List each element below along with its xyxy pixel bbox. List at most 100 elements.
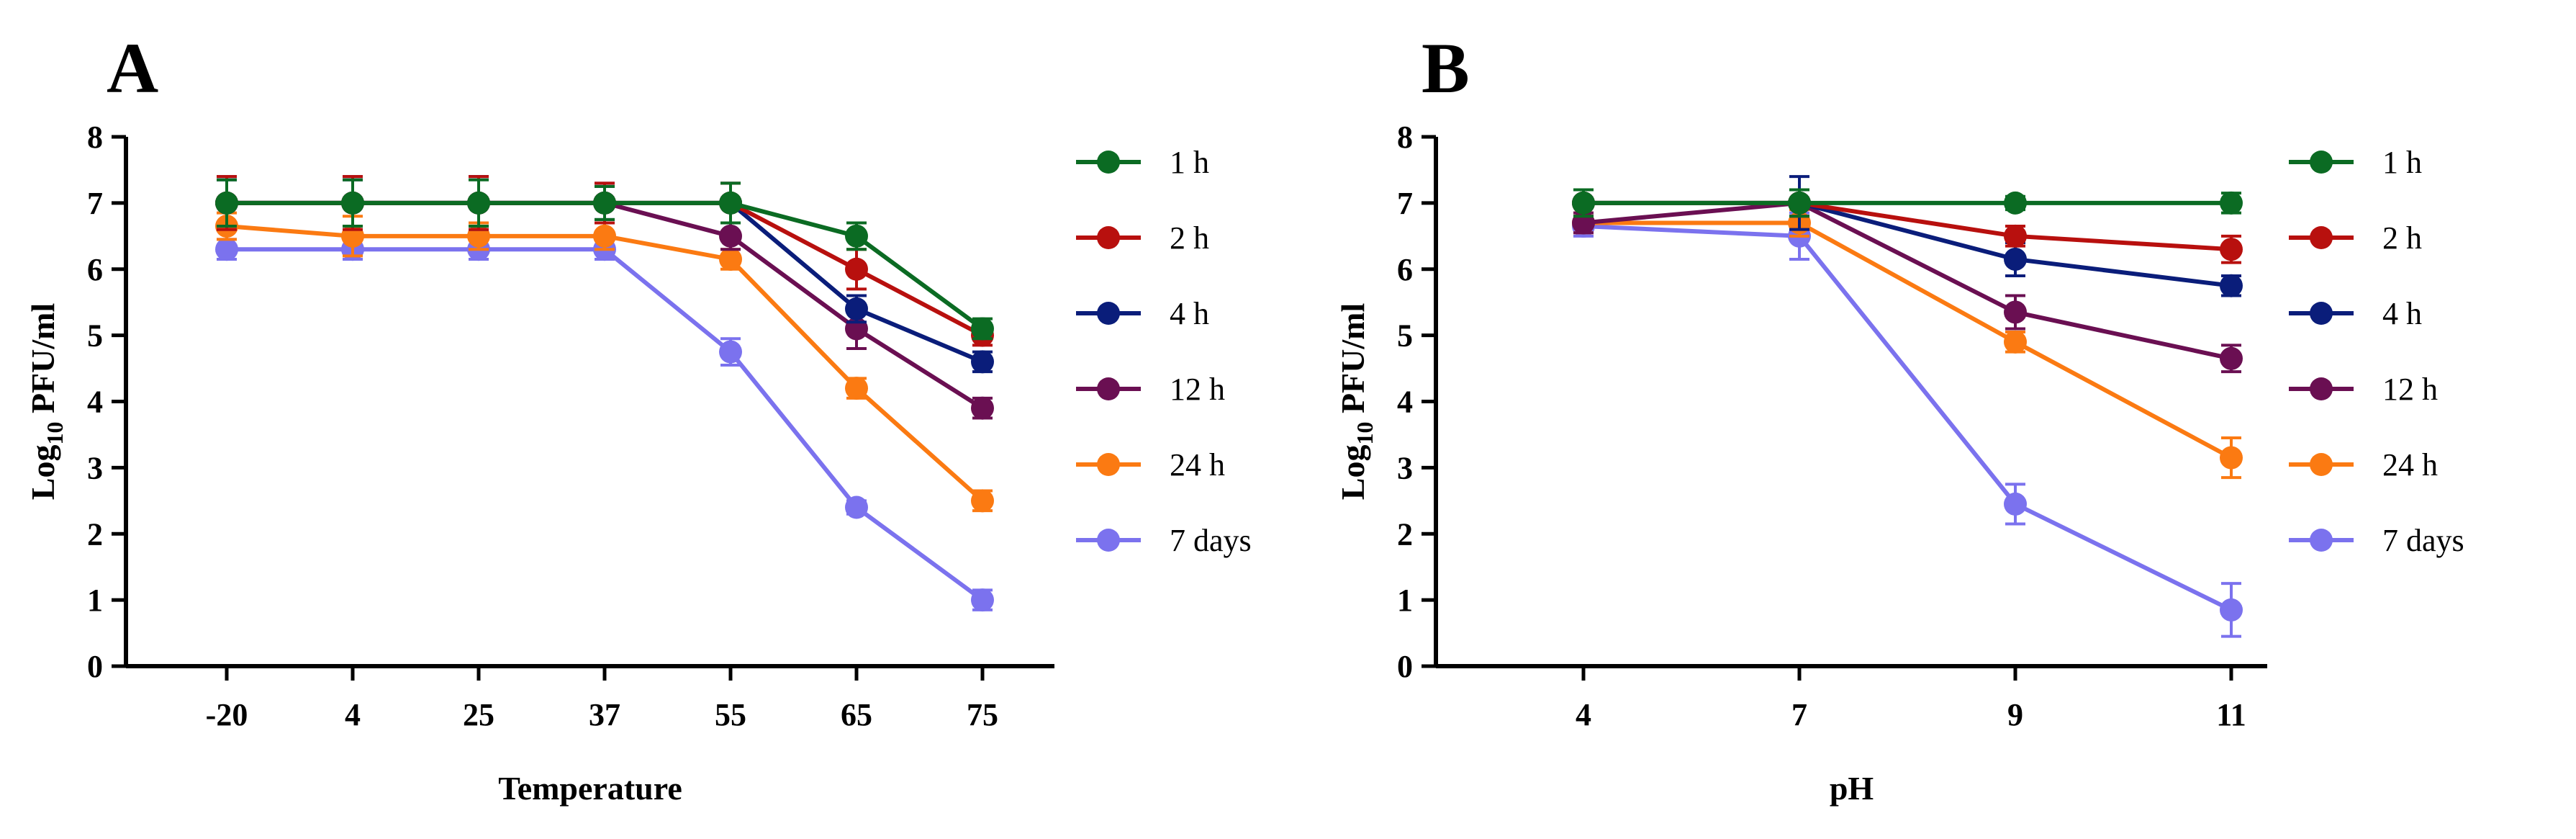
- panel-b-legend-marker: [2310, 302, 2333, 325]
- panel-a-y-tick-label: 0: [87, 649, 103, 684]
- panel-b-series-12-h-point: [2004, 300, 2027, 324]
- panel-b-series-24-h-point: [2004, 330, 2027, 354]
- panel-b-y-axis-title-sub: 10: [1352, 422, 1378, 445]
- panel-b-series-12-h-point: [2220, 346, 2243, 370]
- panel-a-x-tick-label: 55: [715, 697, 746, 732]
- panel-b-y-axis-title: Log10 PFU/ml: [1334, 303, 1378, 500]
- panel-a-series-7-days: [215, 238, 994, 612]
- panel-a-legend-marker: [1097, 377, 1120, 400]
- panel-a-legend-marker: [1097, 529, 1120, 552]
- panel-b-series-4-h: [1572, 175, 2243, 297]
- panel-b-legend-marker: [2310, 151, 2333, 174]
- panel-a-series-24-h-point: [971, 489, 994, 513]
- panel-b-series-4-h-point: [2004, 247, 2027, 271]
- panel-b-legend-marker: [2310, 529, 2333, 552]
- panel-a-y-axis-title-rest: PFU/ml: [24, 303, 61, 422]
- panel-b-series-4-h-point: [2220, 274, 2243, 297]
- panel-a-series-1-h-point: [215, 191, 238, 215]
- panel-b-legend: 1 h 2 h 4 h 12 h 24 h 7 days: [2289, 145, 2464, 558]
- panel-a-legend: 1 h 2 h 4 h 12 h 24 h 7 days: [1076, 145, 1252, 558]
- panel-b-legend-marker: [2310, 453, 2333, 476]
- panel-a-series-7-days-line: [227, 247, 984, 602]
- panel-a-series-1-h: [215, 178, 994, 341]
- panel-b-y-tick-label: 7: [1397, 186, 1413, 221]
- panel-a-legend-marker: [1097, 302, 1120, 325]
- panel-a-legend-marker: [1097, 226, 1120, 249]
- panel-b-series-7-days-line: [1583, 224, 2233, 612]
- panel-a-series-1-h-point: [971, 317, 994, 341]
- panel-b-legend-label: 12 h: [2382, 372, 2438, 407]
- panel-a-x-tick-label: 37: [589, 697, 620, 732]
- panel-b-legend-label: 1 h: [2382, 145, 2422, 180]
- panel-b-y-tick-label: 0: [1397, 649, 1413, 684]
- panel-a-series-7-days-point: [971, 588, 994, 612]
- panel-a-y-tick-label: 5: [87, 318, 103, 354]
- panel-b-x-tick-label: 11: [2216, 697, 2246, 732]
- panel-b-y-tick-label: 6: [1397, 252, 1413, 287]
- panel-a-x-tick-label: 75: [967, 697, 998, 732]
- panel-b-legend-marker: [2310, 377, 2333, 400]
- panel-b-chart: B 0 1 2 3 4 5 6 7 8 4 7 9 11 pH Log10 PFU/ml 1 h 2 h 4 h 12…: [1334, 28, 2464, 807]
- panel-a-x-tick-label: 65: [841, 697, 872, 732]
- panel-a-y-tick-label: 7: [87, 186, 103, 221]
- panel-a-series-24-h-point: [593, 224, 616, 248]
- panel-b-series-2-h-line: [1583, 200, 2232, 252]
- panel-a-y-axis-title-main: Log: [24, 445, 61, 501]
- panel-b-y-tick-label: 4: [1397, 385, 1413, 420]
- panel-a-y-tick-label: 3: [87, 450, 103, 485]
- panel-b-x-tick-label: 4: [1576, 697, 1591, 732]
- panel-a-series-24-h-point: [719, 247, 742, 271]
- panel-a-legend-label: 1 h: [1170, 145, 1209, 180]
- panel-a-legend-label: 7 days: [1170, 523, 1252, 558]
- panel-b-series-12-h-line: [1583, 200, 2232, 361]
- panel-a-series-1-h-point: [845, 224, 868, 248]
- panel-a-y-tick-label: 4: [87, 385, 103, 420]
- panel-a-series-4-h-point: [971, 350, 994, 374]
- panel-b-series-7-days-point: [2220, 598, 2243, 622]
- panel-b-series-24-h-line: [1583, 220, 2233, 460]
- panel-b-y-tick-label: 3: [1397, 450, 1413, 485]
- panel-b-series-12-h: [1572, 188, 2243, 374]
- panel-a-series-7-days-point: [719, 340, 742, 364]
- panel-b-y-axis-title-main: Log: [1334, 445, 1371, 501]
- panel-a-series-12-h-point: [971, 396, 994, 420]
- panel-b-x-tick-label: 9: [2007, 697, 2023, 732]
- panel-b-x-axis-title: pH: [1830, 770, 1874, 807]
- panel-b-series-2-h-point: [2220, 238, 2243, 261]
- panel-a-series-4-h-point: [845, 297, 868, 320]
- panel-b-legend-label: 24 h: [2382, 447, 2438, 483]
- panel-a-x-tick-label: 25: [463, 697, 494, 732]
- panel-a-series-7-days-point: [845, 495, 868, 519]
- panel-b-series-24-h-point: [2220, 446, 2243, 470]
- panel-a-y-tick-label: 2: [87, 516, 103, 552]
- panel-b-x-tick-label: 7: [1791, 697, 1807, 732]
- panel-b-y-tick-label: 5: [1397, 318, 1413, 354]
- panel-a-series-24-h-point: [845, 377, 868, 400]
- panel-b-y-tick-label: 8: [1397, 120, 1413, 155]
- panel-b-series-1-h-point: [1788, 191, 1811, 215]
- panel-b-series-2-h: [1572, 188, 2243, 264]
- panel-b-series-7-days-point: [2004, 492, 2027, 516]
- panel-b-legend-label: 4 h: [2382, 296, 2422, 331]
- panel-a-legend-label: 2 h: [1170, 220, 1209, 256]
- panel-a-series-1-h-point: [467, 191, 490, 215]
- panel-b-series-1-h-point: [2004, 191, 2027, 215]
- panel-a-y-axis-title: Log10 PFU/ml: [24, 303, 68, 500]
- panel-b-legend-label: 2 h: [2382, 220, 2422, 256]
- panel-a-y-tick-label: 1: [87, 583, 103, 618]
- panel-a-y-tick-label: 8: [87, 120, 103, 155]
- panel-a-letter: A: [107, 28, 158, 108]
- panel-b-series-1-h-point: [2220, 191, 2243, 215]
- panel-b-letter: B: [1422, 28, 1470, 108]
- panel-b-y-tick-label: 2: [1397, 516, 1413, 552]
- panel-b-series-1-h: [1572, 188, 2243, 218]
- panel-a-series-7-days-point: [215, 238, 238, 261]
- panel-a-legend-marker: [1097, 453, 1120, 476]
- panel-a-series-1-h-point: [593, 191, 616, 215]
- panel-a-legend-label: 4 h: [1170, 296, 1209, 331]
- panel-a-legend-marker: [1097, 151, 1120, 174]
- panel-b-y-tick-label: 1: [1397, 583, 1413, 618]
- panel-a-series-2-h-point: [845, 257, 868, 281]
- panel-a-legend-label: 12 h: [1170, 372, 1225, 407]
